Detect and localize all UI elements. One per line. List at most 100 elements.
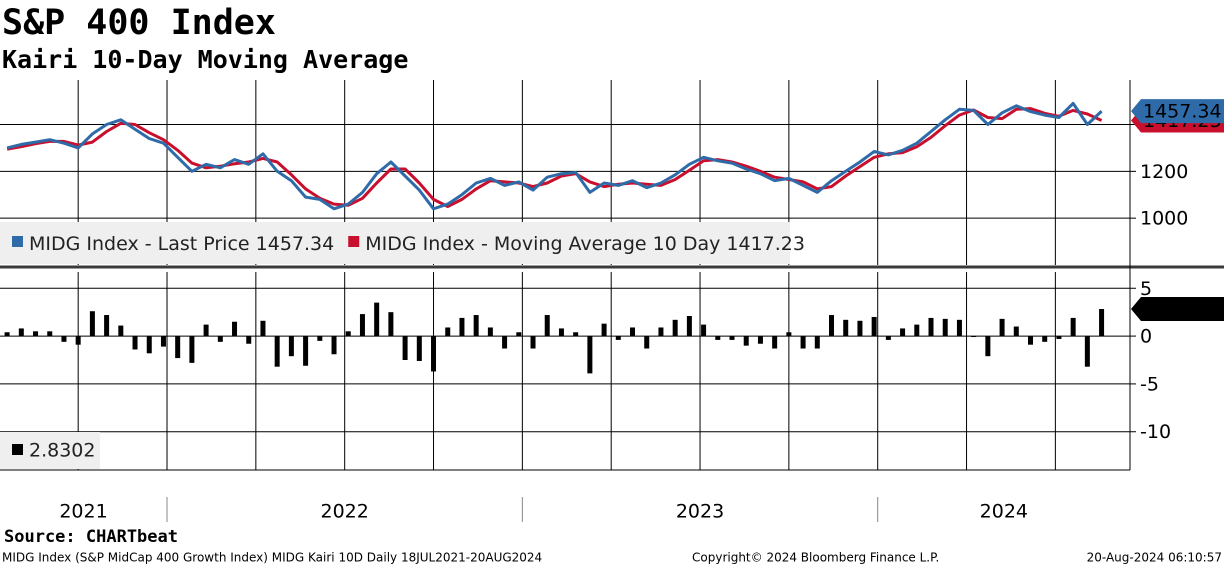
bar [814,336,820,349]
y-tick-label: 1200 [1140,161,1188,183]
bar [942,318,948,337]
line-series [6,107,1103,208]
footer-center: Copyright© 2024 Bloomberg Finance L.P. [692,551,939,565]
bar [1042,336,1048,342]
bar [772,336,778,349]
legend-swatch [12,444,23,455]
bar [900,328,906,337]
legend-box [0,222,790,264]
legend-name: MIDG Index - Last Price [29,233,250,255]
bar [217,336,223,342]
footer-left: MIDG Index (S&P MidCap 400 Growth Index)… [2,551,542,565]
bar [1028,336,1034,345]
bar [573,332,579,337]
bar [928,317,934,337]
bar [914,324,920,337]
bar [175,336,181,359]
source: Source: CHARTbeat [4,527,178,547]
bar [33,331,39,337]
bar [89,311,95,337]
bar [104,315,110,337]
bar [345,331,351,337]
bar [1013,326,1019,337]
bar [246,336,252,344]
y-tick-label: 1000 [1140,208,1188,230]
plot-area [0,80,1130,470]
x-tick-label: 2022 [321,501,369,523]
bar [47,331,53,337]
bar [473,315,479,337]
bar [331,336,337,355]
bar [516,332,522,337]
bar [829,315,835,337]
bar [388,312,394,337]
bar [359,314,365,337]
bar [800,336,806,349]
last-value-label: 1457.34 [1143,101,1222,123]
bar [857,320,863,337]
legend-swatch [12,236,23,247]
bar [118,325,124,337]
bar [1070,317,1076,337]
bar [288,336,294,357]
bar [75,336,81,345]
legend-value: 1457.34 [256,233,335,255]
y-tick-label: 0 [1140,326,1152,348]
bar [146,336,152,354]
bar [317,336,323,341]
bar [232,321,238,337]
bar [402,336,408,360]
bar [445,327,451,337]
bar [303,336,309,366]
bar [757,336,763,344]
bar [843,319,849,337]
bar [672,319,678,337]
bar [715,336,721,340]
x-tick-label: 2024 [980,501,1028,523]
bar [587,336,593,374]
bar [786,332,792,337]
bar [431,336,437,372]
bar [18,328,24,337]
bar [630,327,636,337]
chart-subtitle: Kairi 10-Day Moving Average [2,45,408,74]
bar [132,336,138,350]
bar [985,336,991,357]
bar [203,324,209,337]
legend-value: 2.8302 [29,440,95,462]
bar [459,317,465,337]
legend-value: 1417.23 [726,233,805,255]
bar [658,327,664,337]
bar [885,336,891,340]
bar [601,323,607,337]
bar [487,327,493,337]
bar [558,328,564,337]
bar [530,336,536,349]
y-tick-label: 5 [1140,278,1152,300]
bar [160,336,166,347]
bar [260,320,266,337]
bar [4,332,10,337]
bar [61,336,67,342]
bar [544,315,550,337]
legend-entry: MIDG Index - Last Price 1457.34 [29,233,334,255]
y-tick-label: -5 [1140,373,1159,395]
bar [644,336,650,349]
bar [189,336,195,363]
bar [999,318,1005,337]
y-tick-label: -10 [1140,421,1171,443]
line-series [6,101,1103,211]
x-tick-label: 2021 [59,501,107,523]
bar [686,316,692,337]
bar [729,336,735,340]
bar [701,324,707,337]
bar [743,336,749,346]
legend-swatch [348,236,360,247]
bar [416,336,422,361]
bar [971,336,977,338]
bar [502,336,508,349]
last-value-label: 2.8302 [1143,299,1209,321]
bar [1056,336,1062,339]
